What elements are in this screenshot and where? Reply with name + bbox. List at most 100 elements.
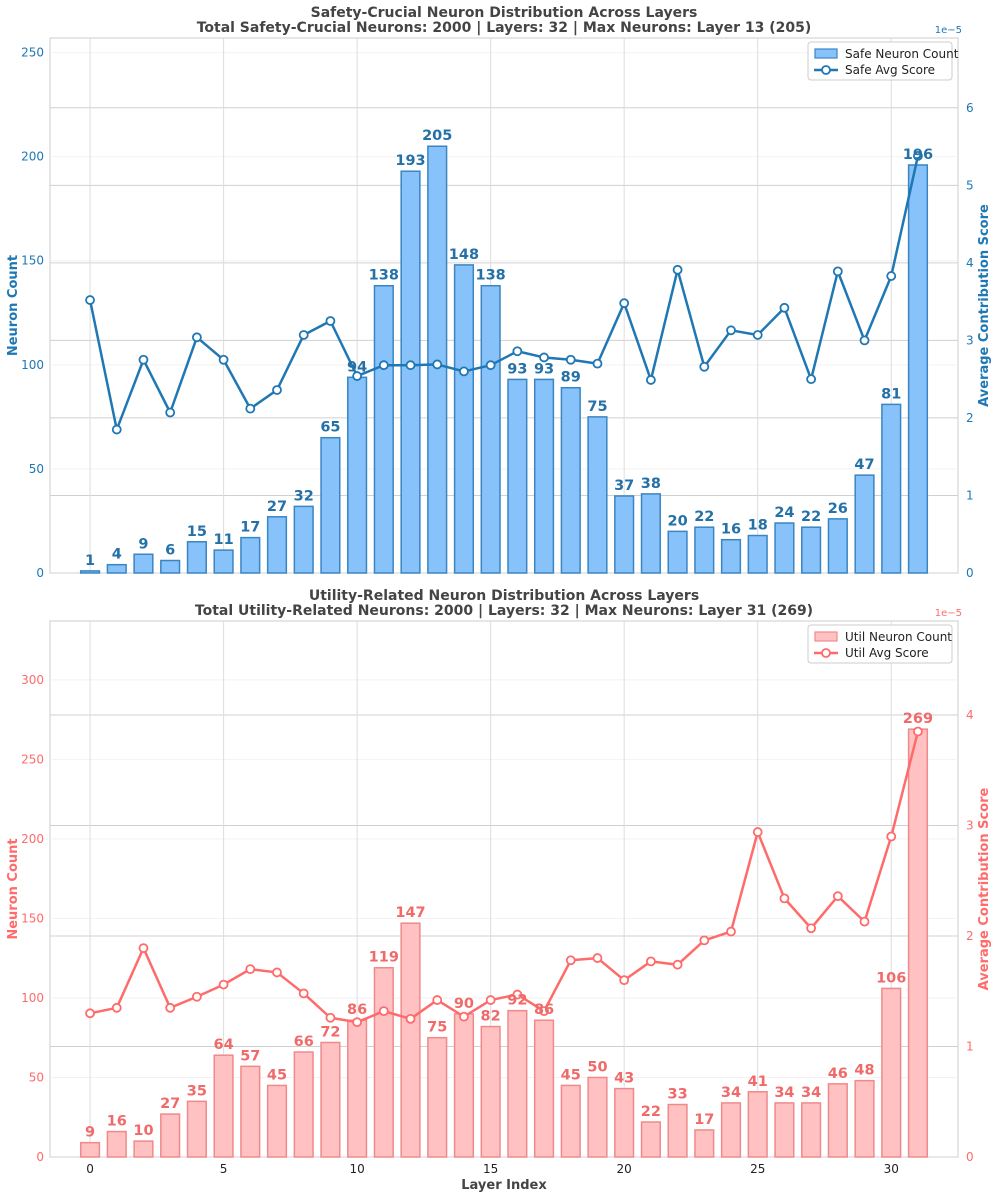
bar-value-label: 27 [267, 499, 287, 515]
y-tick-label: 100 [21, 358, 44, 372]
legend-bar-label: Safe Neuron Count [845, 47, 959, 61]
bar [747, 534, 768, 574]
bar-value-label: 17 [240, 520, 260, 536]
bar-value-label: 81 [881, 386, 901, 402]
legend: Util Neuron Count Util Avg Score [807, 624, 953, 664]
score-point [218, 354, 229, 365]
score-point [459, 1011, 469, 1022]
score-point [272, 967, 282, 978]
bar-value-label: 89 [561, 370, 581, 386]
y-tick-label: 300 [21, 673, 44, 687]
bar-value-label: 22 [694, 509, 714, 525]
y-tick-label: 0 [36, 1150, 44, 1164]
y2-tick-label: 0 [966, 566, 974, 580]
bar [373, 284, 394, 574]
y-tick-label: 100 [21, 991, 44, 1005]
score-point [565, 354, 576, 365]
bar [774, 522, 795, 574]
score-point [512, 989, 523, 1000]
y2-tick-label: 0 [966, 1150, 974, 1164]
bar-value-label: 66 [294, 1034, 314, 1050]
y2-tick-label: 2 [966, 929, 974, 943]
bar-value-label: 18 [748, 518, 768, 534]
plot-area [49, 37, 959, 574]
bar [907, 164, 929, 574]
score-point [378, 1006, 389, 1017]
score-point [298, 330, 309, 340]
bar-value-label: 41 [748, 1074, 768, 1090]
bar [480, 284, 501, 574]
bar [747, 1091, 768, 1158]
score-point [726, 926, 736, 937]
score-line [89, 731, 920, 1024]
score-point [752, 827, 763, 837]
x-tick-label: 25 [750, 1162, 765, 1176]
bar [106, 1130, 127, 1158]
bar [667, 1103, 688, 1158]
chart-subtitle: Total Utility-Related Neurons: 2000 | La… [195, 603, 813, 619]
score-point [806, 374, 817, 385]
y-axis-label: Neuron Count [6, 838, 21, 939]
score-point [779, 893, 790, 904]
y-tick-label: 150 [21, 911, 44, 925]
bar-value-label: 48 [854, 1063, 874, 1079]
x-tick-label: 0 [86, 1162, 94, 1176]
bar-value-label: 72 [320, 1024, 340, 1040]
bar-value-label: 86 [347, 1002, 367, 1018]
bar [266, 1084, 288, 1158]
bar [614, 1087, 635, 1158]
score-point [512, 346, 523, 357]
bar [480, 1025, 501, 1158]
score-point [111, 1002, 122, 1013]
bar [240, 536, 261, 574]
bar [186, 541, 207, 574]
score-point [592, 953, 603, 963]
y2-axis-label: Average Contribution Score [977, 204, 992, 407]
bar [266, 516, 288, 574]
score-point [485, 995, 496, 1005]
bar [827, 518, 848, 574]
y-tick-label: 50 [29, 1070, 44, 1084]
plot-area [49, 620, 959, 1158]
y2-tick-label: 1 [966, 488, 974, 502]
score-point [85, 295, 95, 305]
bar [186, 1100, 207, 1158]
bar-value-label: 9 [85, 1125, 95, 1141]
bar [373, 966, 394, 1158]
score-point [378, 360, 389, 371]
legend-box [807, 41, 953, 81]
bar-value-label: 38 [641, 476, 661, 492]
score-point [832, 266, 843, 277]
score-point [405, 1013, 416, 1024]
legend-line-marker [821, 65, 831, 75]
score-point [779, 302, 790, 313]
bar [667, 530, 688, 574]
bar-value-label: 90 [454, 996, 474, 1012]
bar-value-label: 33 [667, 1087, 687, 1103]
bar [801, 526, 822, 574]
bar-value-label: 75 [427, 1020, 447, 1036]
y2-tick-label: 5 [966, 178, 974, 192]
bar [293, 1051, 314, 1158]
bar-value-label: 119 [369, 950, 399, 966]
bar [560, 1084, 581, 1158]
bar [133, 553, 154, 574]
bar-value-label: 205 [422, 128, 452, 144]
bar-value-label: 11 [213, 532, 233, 548]
bar-value-label: 106 [876, 970, 906, 986]
bar-value-label: 47 [854, 457, 874, 473]
score-point [218, 979, 229, 990]
y-tick-label: 250 [21, 752, 44, 766]
bar-value-label: 147 [395, 905, 425, 921]
x-tick-label: 30 [884, 1162, 899, 1176]
bar [533, 1019, 555, 1158]
bar [694, 526, 715, 574]
score-point [352, 1017, 363, 1028]
score-point [539, 352, 549, 363]
score-point [726, 325, 736, 336]
score-point [539, 1006, 549, 1017]
score-point [245, 964, 256, 975]
score-point [913, 726, 923, 737]
